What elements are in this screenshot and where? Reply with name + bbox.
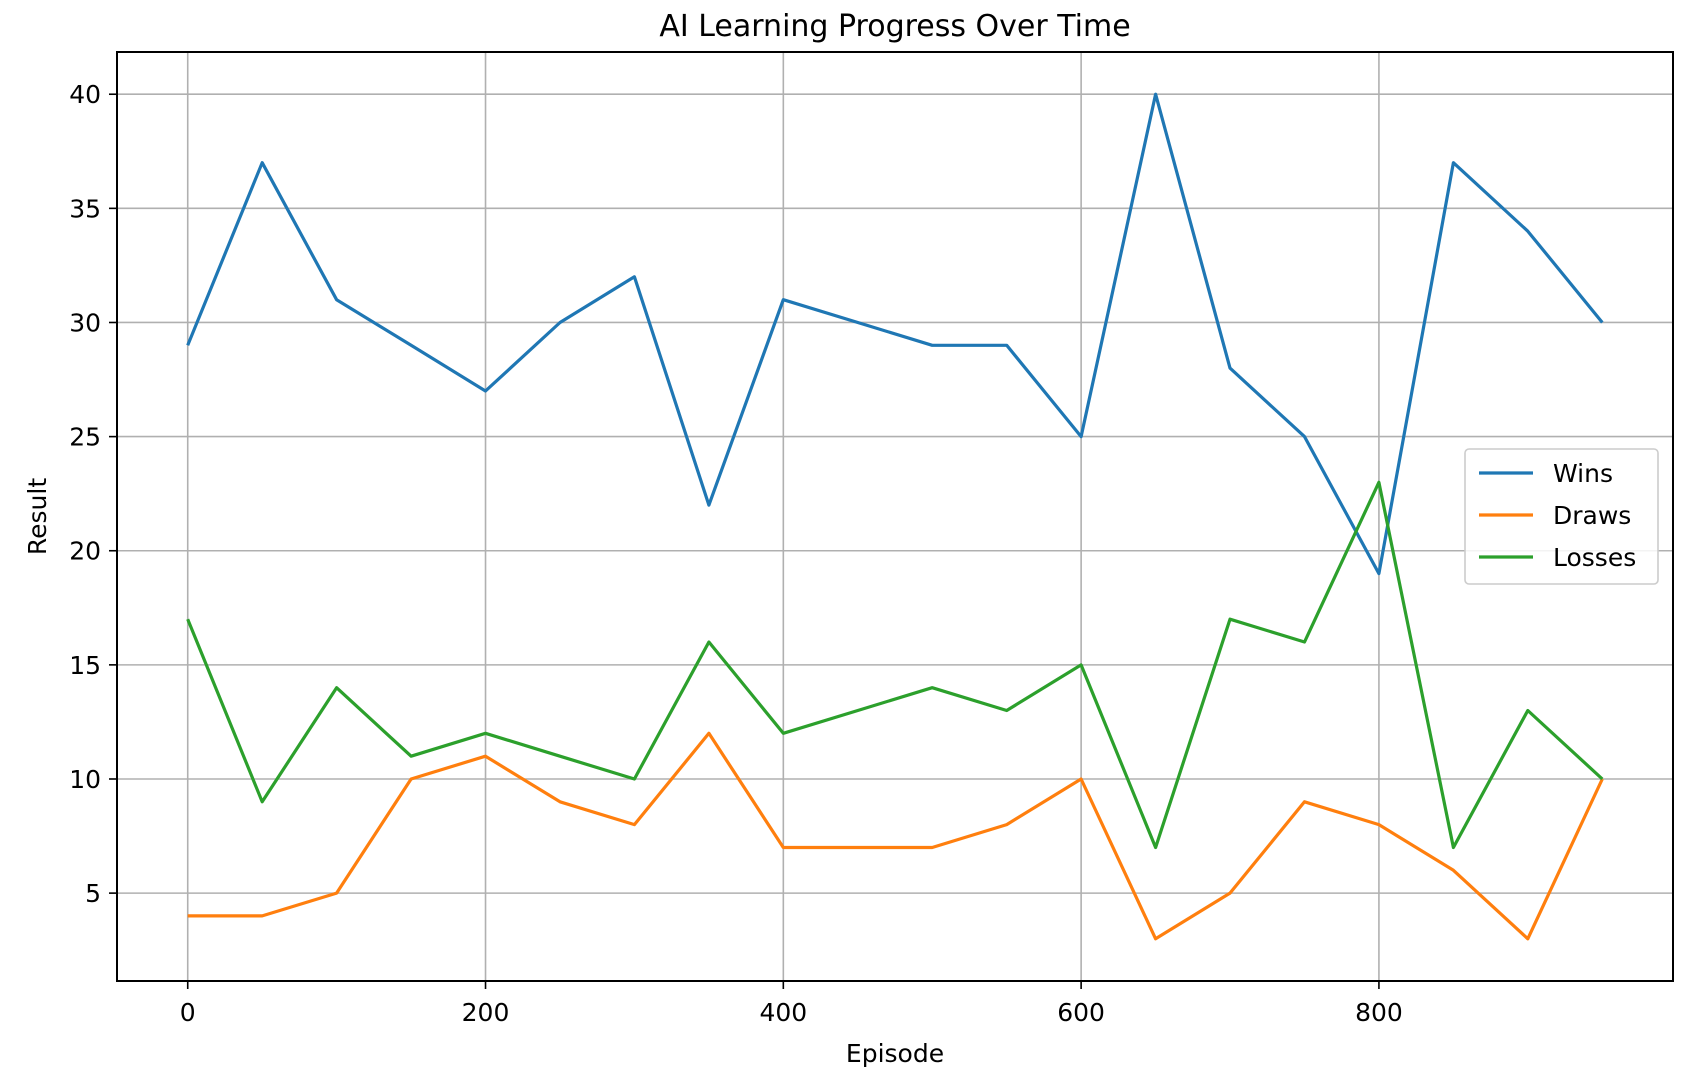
y-axis-label: Result <box>23 478 52 555</box>
x-tick-label: 200 <box>462 998 510 1027</box>
plot-area-frame <box>116 51 1674 982</box>
x-axis-label: Episode <box>846 1039 944 1068</box>
x-tick-label: 400 <box>759 998 807 1027</box>
y-tick-label: 35 <box>69 194 101 223</box>
legend-label-draws: Draws <box>1553 501 1631 530</box>
y-tick-label: 20 <box>69 537 101 566</box>
series-line-wins <box>186 92 1604 576</box>
y-tick-label: 10 <box>69 765 101 794</box>
series-line-losses <box>186 480 1604 850</box>
y-tick-label: 40 <box>69 80 101 109</box>
x-tick-label: 600 <box>1057 998 1105 1027</box>
x-tick-label: 0 <box>180 998 196 1027</box>
series-line-draws <box>187 731 1604 941</box>
legend-box <box>1464 448 1659 585</box>
series-lines <box>186 92 1604 941</box>
x-tick-label: 800 <box>1355 998 1403 1027</box>
y-tick-label: 15 <box>69 651 101 680</box>
axis-ticks: 0 200 400 600 800 5 10 15 20 25 30 35 40 <box>69 80 1403 1027</box>
legend-label-losses: Losses <box>1553 543 1636 572</box>
chart-title: AI Learning Progress Over Time <box>659 9 1130 44</box>
grid <box>117 52 1673 981</box>
y-tick-label: 5 <box>85 879 101 908</box>
y-tick-label: 25 <box>69 423 101 452</box>
legend: Wins Draws Losses <box>1464 448 1659 585</box>
y-tick-label: 30 <box>69 308 101 337</box>
legend-label-wins: Wins <box>1553 459 1613 488</box>
